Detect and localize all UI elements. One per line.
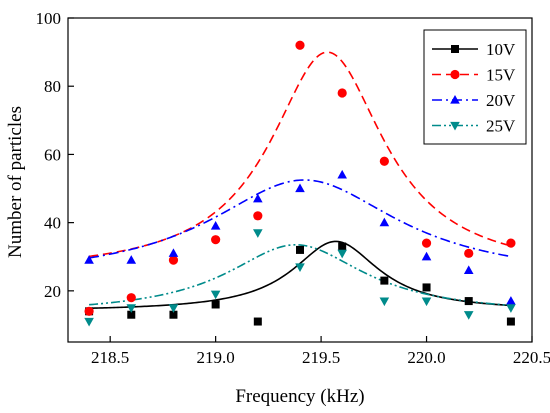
data-point-25V [506, 304, 516, 313]
data-point-20V [84, 255, 94, 264]
data-point-20V [463, 265, 474, 274]
data-point-15V [464, 248, 474, 258]
data-point-10V [380, 276, 389, 285]
data-point-10V [464, 297, 473, 306]
data-point-10V [506, 317, 515, 326]
data-point-20V [337, 169, 347, 179]
y-tick-label: 60 [44, 145, 61, 164]
data-point-15V [168, 255, 179, 265]
data-point-25V [168, 304, 179, 313]
data-point-15V [337, 88, 347, 98]
legend-marker-10V [451, 45, 459, 53]
data-point-15V [421, 238, 432, 248]
data-point-15V [84, 306, 94, 316]
data-point-15V [379, 156, 389, 166]
y-tick-label: 40 [44, 214, 61, 233]
y-tick-label: 20 [44, 282, 61, 301]
x-tick-label: 219.0 [197, 348, 235, 367]
x-tick-label: 218.5 [91, 348, 129, 367]
data-point-15V [126, 293, 136, 303]
x-tick-label: 220.5 [513, 348, 550, 367]
data-point-10V [127, 310, 136, 319]
data-point-15V [506, 238, 516, 248]
x-axis-label: Frequency (kHz) [235, 386, 364, 407]
data-point-20V [379, 217, 390, 227]
data-point-25V [379, 297, 390, 307]
data-point-25V [463, 311, 474, 320]
plot-area [67, 17, 533, 343]
axis-ticks: 218.5 219.0 219.5 220.0 220.5 20 40 60 80 100 [36, 9, 550, 367]
data-point-25V [253, 229, 263, 238]
data-point-10V [338, 242, 347, 251]
data-point-20V [253, 193, 263, 203]
data-point-15V [253, 211, 263, 221]
legend-marker-20V [450, 95, 460, 104]
data-point-20V [421, 251, 432, 261]
fit-curve-20V [88, 179, 512, 259]
legend-label-20V: 20V [486, 91, 516, 110]
fit-curve-25V [89, 243, 511, 307]
data-point-10V [169, 310, 178, 319]
data-point-20V [295, 183, 305, 193]
x-tick-label: 220.0 [407, 348, 445, 367]
data-point-25V [295, 263, 305, 272]
legend-label-25V: 25V [486, 117, 516, 136]
data-point-20V [168, 248, 179, 257]
legend-marker-15V [450, 69, 460, 80]
data-point-20V [126, 255, 137, 264]
data-point-20V [506, 296, 516, 305]
data-point-15V [295, 40, 305, 50]
legend-marker-25V [450, 121, 460, 131]
data-point-25V [126, 304, 137, 313]
data-point-15V [211, 235, 221, 245]
fit-curve-15V [88, 51, 512, 258]
data-point-25V [337, 249, 347, 259]
legend-label-10V: 10V [486, 40, 516, 59]
legend-label-15V: 15V [486, 66, 516, 85]
x-tick-label: 219.5 [302, 348, 340, 367]
y-tick-label: 100 [36, 9, 62, 28]
data-points [84, 40, 516, 327]
data-point-10V [296, 245, 304, 254]
data-point-10V [422, 283, 431, 292]
data-point-25V [210, 290, 221, 300]
y-tick-label: 80 [44, 77, 61, 96]
data-point-20V [210, 221, 221, 230]
data-point-10V [253, 317, 262, 326]
data-point-25V [84, 317, 94, 327]
data-point-25V [421, 297, 432, 307]
data-point-10V [211, 300, 220, 309]
legend: 10V 15V 20V 25V [423, 29, 527, 145]
y-axis-label: Number of particles [5, 106, 26, 258]
